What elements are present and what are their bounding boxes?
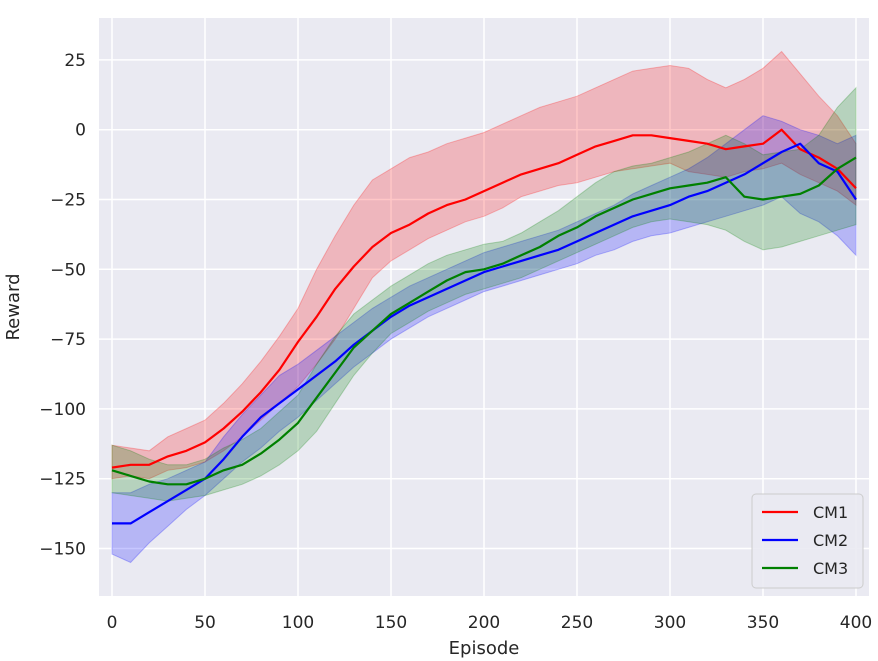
y-tick-label: −75 bbox=[50, 330, 86, 350]
y-tick-label: −125 bbox=[39, 470, 86, 490]
legend-box bbox=[751, 493, 864, 589]
cm3-band bbox=[111, 86, 857, 502]
y-tick-label: −100 bbox=[39, 400, 86, 420]
cm2-line bbox=[112, 142, 857, 525]
x-tick-label: 350 bbox=[747, 613, 779, 633]
cm3-line bbox=[111, 156, 857, 486]
cm1-line bbox=[111, 128, 857, 469]
y-axis-title: Reward bbox=[3, 273, 24, 340]
y-tick-label: −50 bbox=[50, 260, 86, 280]
legend-label-cm2: CM2 bbox=[813, 531, 848, 550]
x-tick-label: 0 bbox=[107, 613, 118, 633]
grid-lines bbox=[99, 18, 869, 596]
x-tick-label: 100 bbox=[282, 613, 314, 633]
x-axis-title: Episode bbox=[449, 638, 520, 659]
cm2-band bbox=[111, 115, 857, 564]
legend: CM1 CM2 CM3 bbox=[751, 493, 864, 589]
cm1-band bbox=[111, 50, 857, 480]
x-tick-label: 250 bbox=[561, 613, 593, 633]
legend-label-cm3: CM3 bbox=[813, 559, 848, 578]
x-tick-label: 200 bbox=[468, 613, 500, 633]
y-tick-label: 25 bbox=[64, 51, 86, 71]
legend-label-cm1: CM1 bbox=[813, 503, 848, 522]
x-tick-label: 50 bbox=[194, 613, 216, 633]
series-lines bbox=[111, 128, 857, 525]
y-tick-label: 0 bbox=[75, 121, 86, 141]
confidence-bands bbox=[111, 50, 857, 564]
x-tick-labels: 0 50 100 150 200 250 300 350 400 bbox=[107, 613, 873, 633]
y-tick-label: −25 bbox=[50, 190, 86, 210]
y-tick-labels: 25 0 −25 −50 −75 −100 −125 −150 bbox=[39, 51, 86, 560]
x-tick-label: 400 bbox=[840, 613, 872, 633]
x-tick-label: 300 bbox=[654, 613, 686, 633]
x-tick-label: 150 bbox=[375, 613, 407, 633]
y-tick-label: −150 bbox=[39, 540, 86, 560]
